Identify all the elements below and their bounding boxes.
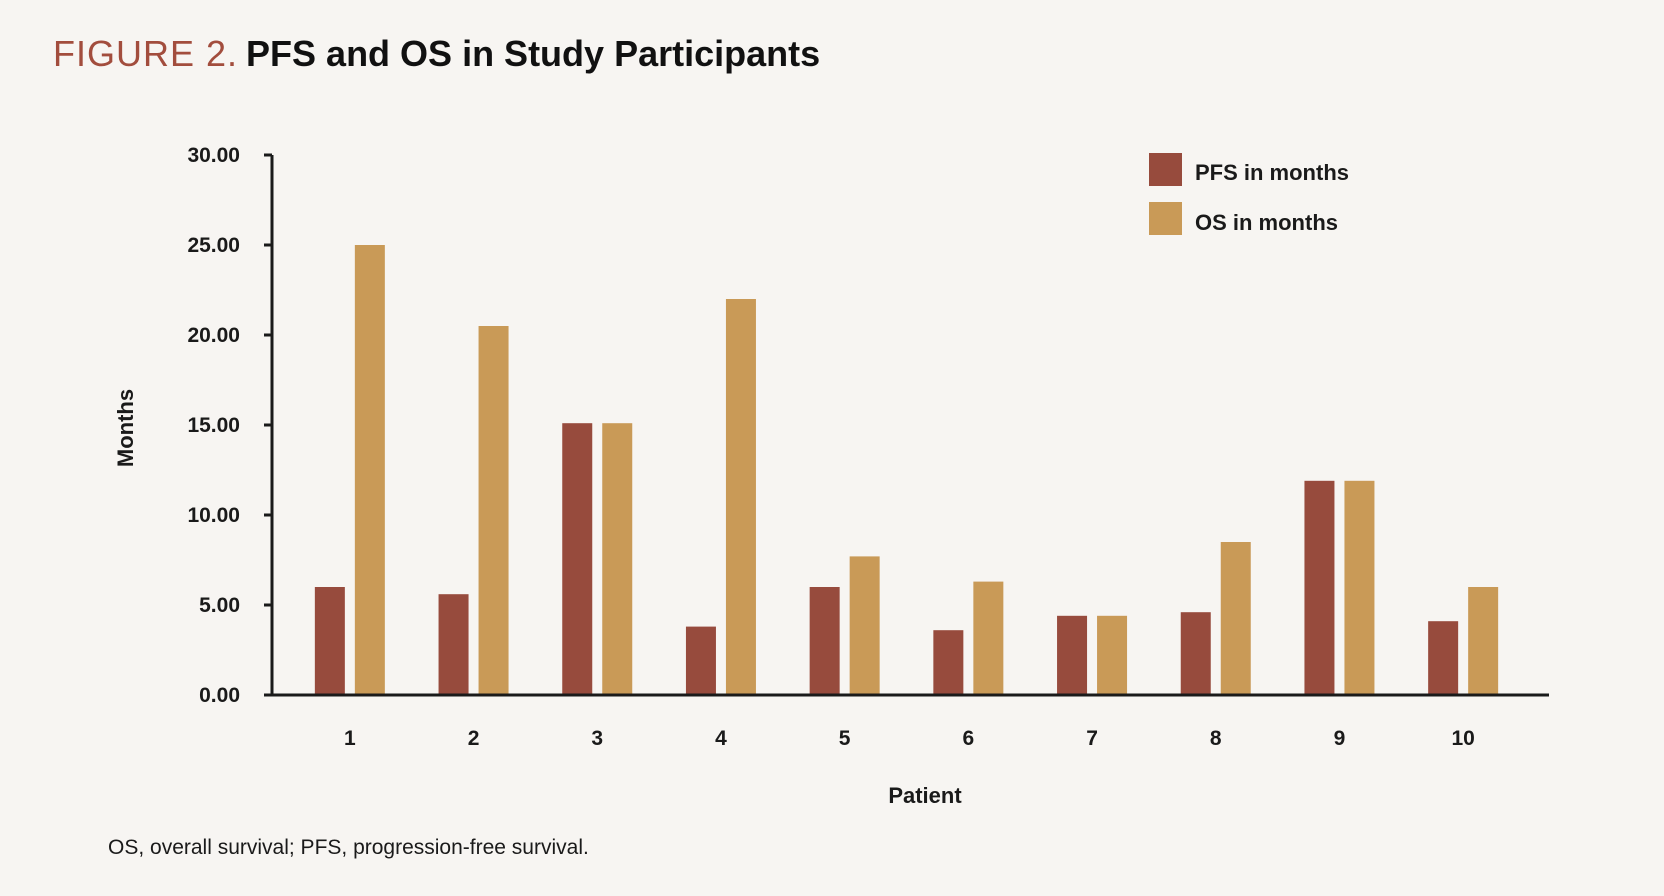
bar-pfs-patient-7 xyxy=(1057,615,1088,695)
figure-label: FIGURE 2. xyxy=(53,33,239,74)
bar-os-patient-9 xyxy=(1344,480,1375,695)
bar-pfs-patient-4 xyxy=(685,626,716,695)
legend-label-os: OS in months xyxy=(1195,210,1338,235)
y-tick-label: 0.00 xyxy=(199,684,240,707)
x-tick-label: 3 xyxy=(591,727,603,750)
x-tick-label: 1 xyxy=(344,727,356,750)
x-tick-label: 6 xyxy=(963,727,975,750)
y-tick-label: 25.00 xyxy=(187,234,240,257)
bar-pfs-patient-6 xyxy=(933,630,964,695)
y-tick-label: 15.00 xyxy=(187,414,240,437)
bar-pfs-patient-10 xyxy=(1428,621,1459,695)
x-tick-label: 10 xyxy=(1451,727,1474,750)
bar-pfs-patient-8 xyxy=(1180,612,1211,695)
bar-os-patient-3 xyxy=(602,423,633,695)
legend-swatch-pfs xyxy=(1149,153,1182,186)
y-axis-title: Months xyxy=(113,389,138,467)
y-tick-label: 5.00 xyxy=(199,594,240,617)
y-tick-label: 20.00 xyxy=(187,324,240,347)
y-tick-label: 10.00 xyxy=(187,504,240,527)
bar-os-patient-7 xyxy=(1097,615,1128,695)
y-tick-label: 30.00 xyxy=(187,144,240,167)
footnote: OS, overall survival; PFS, progression-f… xyxy=(108,836,589,859)
x-tick-label: 2 xyxy=(468,727,480,750)
x-tick-label: 7 xyxy=(1086,727,1098,750)
bar-pfs-patient-3 xyxy=(562,423,593,695)
bar-os-patient-2 xyxy=(478,326,509,695)
x-tick-label: 9 xyxy=(1334,727,1346,750)
bar-os-patient-1 xyxy=(354,245,385,695)
bar-pfs-patient-5 xyxy=(809,587,840,695)
bar-pfs-patient-1 xyxy=(314,587,345,695)
bar-os-patient-8 xyxy=(1220,542,1251,695)
legend-swatch-os xyxy=(1149,202,1182,235)
bars-group xyxy=(314,245,1499,695)
x-tick-label: 5 xyxy=(839,727,851,750)
legend-label-pfs: PFS in months xyxy=(1195,160,1349,185)
x-tick-label: 8 xyxy=(1210,727,1222,750)
figure-title: PFS and OS in Study Participants xyxy=(246,33,821,74)
bar-os-patient-5 xyxy=(849,556,880,695)
x-ticks-group: 1 2 3 4 5 6 7 8 9 10 xyxy=(344,727,1475,750)
figure-heading: FIGURE 2. PFS and OS in Study Participant… xyxy=(53,30,820,78)
bar-os-patient-4 xyxy=(725,299,756,695)
x-axis-title: Patient xyxy=(888,783,962,808)
bar-pfs-patient-2 xyxy=(438,594,469,695)
bar-pfs-patient-9 xyxy=(1304,480,1335,695)
bar-os-patient-10 xyxy=(1468,587,1499,695)
legend: PFS in months OS in months xyxy=(1149,153,1349,235)
y-ticks-group: 0.00 5.00 10.00 15.00 20.00 25.00 30.00 xyxy=(187,144,272,707)
x-tick-label: 4 xyxy=(715,727,727,750)
bar-os-patient-6 xyxy=(973,581,1004,695)
